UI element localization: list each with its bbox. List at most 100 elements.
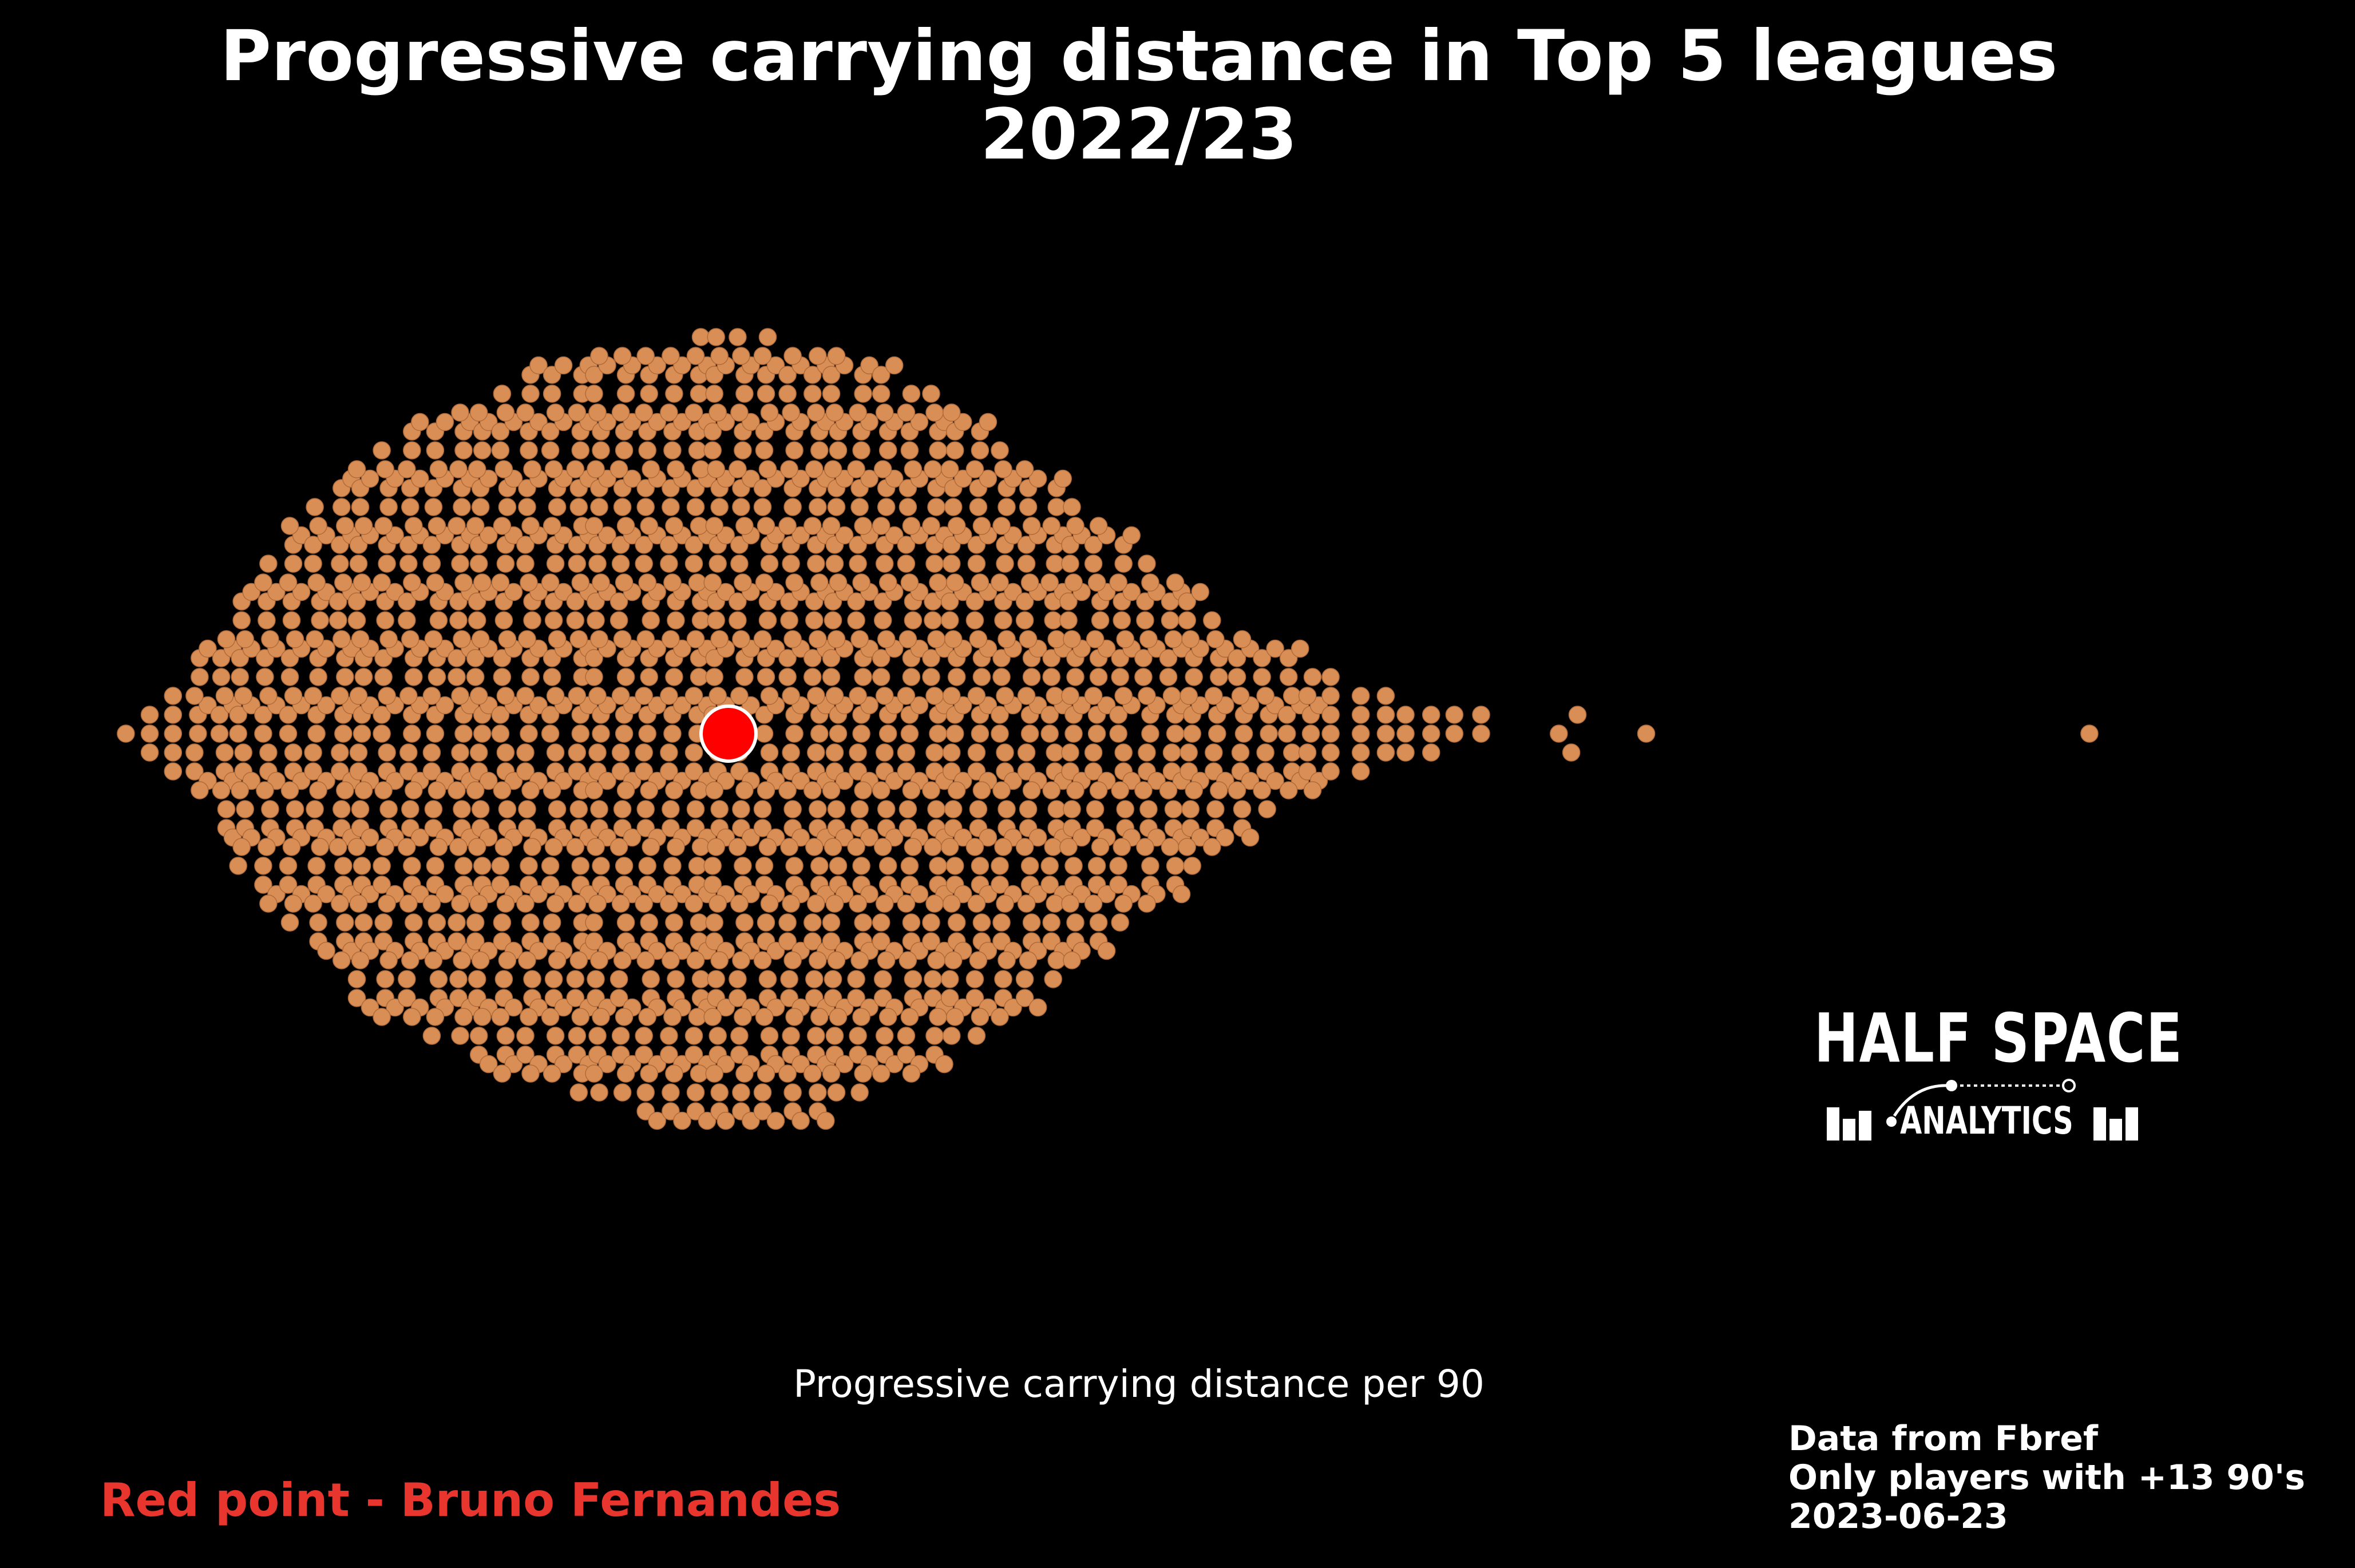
player-point bbox=[663, 857, 682, 875]
player-point bbox=[448, 932, 466, 951]
player-point bbox=[688, 441, 707, 460]
player-point bbox=[810, 1008, 829, 1026]
player-point bbox=[1116, 630, 1134, 648]
player-point bbox=[1178, 592, 1196, 611]
player-point bbox=[850, 951, 869, 969]
player-point bbox=[569, 1083, 588, 1102]
player-point bbox=[234, 687, 252, 705]
player-point bbox=[347, 970, 366, 988]
player-point bbox=[336, 668, 354, 686]
player-point bbox=[760, 743, 779, 762]
player-point bbox=[254, 724, 272, 743]
player-point bbox=[684, 536, 703, 554]
player-point bbox=[469, 403, 488, 422]
player-point bbox=[468, 460, 486, 478]
player-point bbox=[405, 781, 423, 799]
player-point bbox=[429, 611, 448, 629]
player-point bbox=[897, 536, 916, 554]
player-point bbox=[1019, 498, 1038, 516]
player-point bbox=[1015, 838, 1034, 856]
player-point bbox=[623, 828, 642, 847]
player-point bbox=[373, 573, 391, 592]
player-point bbox=[1205, 743, 1223, 762]
player-point bbox=[401, 800, 419, 818]
player-point bbox=[875, 894, 894, 913]
player-point bbox=[902, 517, 921, 535]
player-point bbox=[825, 403, 844, 422]
player-point bbox=[304, 743, 322, 762]
player-point bbox=[904, 970, 923, 988]
player-point bbox=[1091, 611, 1110, 629]
player-point bbox=[1040, 573, 1059, 592]
player-point bbox=[778, 668, 797, 686]
player-point bbox=[494, 838, 513, 856]
player-point bbox=[426, 1008, 445, 1026]
player-point bbox=[347, 460, 366, 478]
player-point bbox=[405, 913, 423, 932]
player-point bbox=[164, 706, 183, 724]
player-point bbox=[210, 706, 229, 724]
player-point bbox=[1059, 838, 1078, 856]
player-point bbox=[972, 668, 991, 686]
player-point bbox=[374, 517, 393, 535]
player-point bbox=[1044, 838, 1062, 856]
player-point bbox=[852, 724, 870, 743]
player-point bbox=[1376, 706, 1395, 724]
player-point bbox=[635, 687, 653, 705]
player-point bbox=[373, 876, 391, 894]
player-point bbox=[885, 526, 904, 545]
player-point bbox=[469, 687, 488, 705]
player-point bbox=[992, 913, 1011, 932]
player-point bbox=[1042, 913, 1060, 932]
player-point bbox=[215, 687, 234, 705]
player-point bbox=[684, 762, 703, 781]
player-point bbox=[686, 1083, 705, 1102]
player-point bbox=[1020, 724, 1039, 743]
player-point bbox=[569, 630, 588, 648]
player-point bbox=[140, 724, 159, 743]
player-point bbox=[451, 743, 469, 762]
player-point bbox=[665, 1064, 683, 1083]
player-point bbox=[942, 894, 961, 913]
player-point bbox=[1084, 555, 1103, 573]
player-point bbox=[991, 724, 1009, 743]
player-point bbox=[304, 894, 322, 913]
player-point bbox=[611, 555, 630, 573]
player-point bbox=[640, 781, 658, 799]
player-point bbox=[544, 611, 563, 629]
player-point bbox=[734, 857, 752, 875]
player-point bbox=[944, 498, 963, 516]
player-point bbox=[473, 573, 492, 592]
player-point bbox=[1059, 592, 1078, 611]
player-point bbox=[548, 630, 567, 648]
player-point bbox=[615, 857, 634, 875]
chart-title-line1: Progressive carrying distance in Top 5 l… bbox=[220, 15, 2058, 97]
player-point bbox=[753, 819, 772, 837]
player-point bbox=[333, 951, 351, 969]
player-point bbox=[451, 555, 469, 573]
player-point bbox=[994, 838, 1012, 856]
player-point bbox=[259, 894, 278, 913]
player-point bbox=[185, 743, 204, 762]
player-point bbox=[824, 611, 842, 629]
player-point bbox=[822, 668, 841, 686]
player-point bbox=[766, 1111, 785, 1130]
player-point bbox=[426, 441, 445, 460]
player-point bbox=[585, 781, 603, 799]
player-point bbox=[498, 800, 517, 818]
player-point bbox=[642, 970, 660, 988]
player-point bbox=[546, 1027, 565, 1045]
player-point bbox=[1178, 611, 1196, 629]
player-point bbox=[473, 724, 492, 743]
player-point bbox=[688, 857, 707, 875]
player-point bbox=[996, 687, 1014, 705]
player-point bbox=[910, 696, 929, 715]
player-point bbox=[453, 498, 471, 516]
player-point bbox=[684, 894, 703, 913]
player-point bbox=[399, 894, 418, 913]
player-point bbox=[783, 498, 802, 516]
player-point bbox=[403, 441, 421, 460]
player-point bbox=[1138, 555, 1156, 573]
player-point bbox=[782, 555, 800, 573]
player-point bbox=[690, 517, 709, 535]
